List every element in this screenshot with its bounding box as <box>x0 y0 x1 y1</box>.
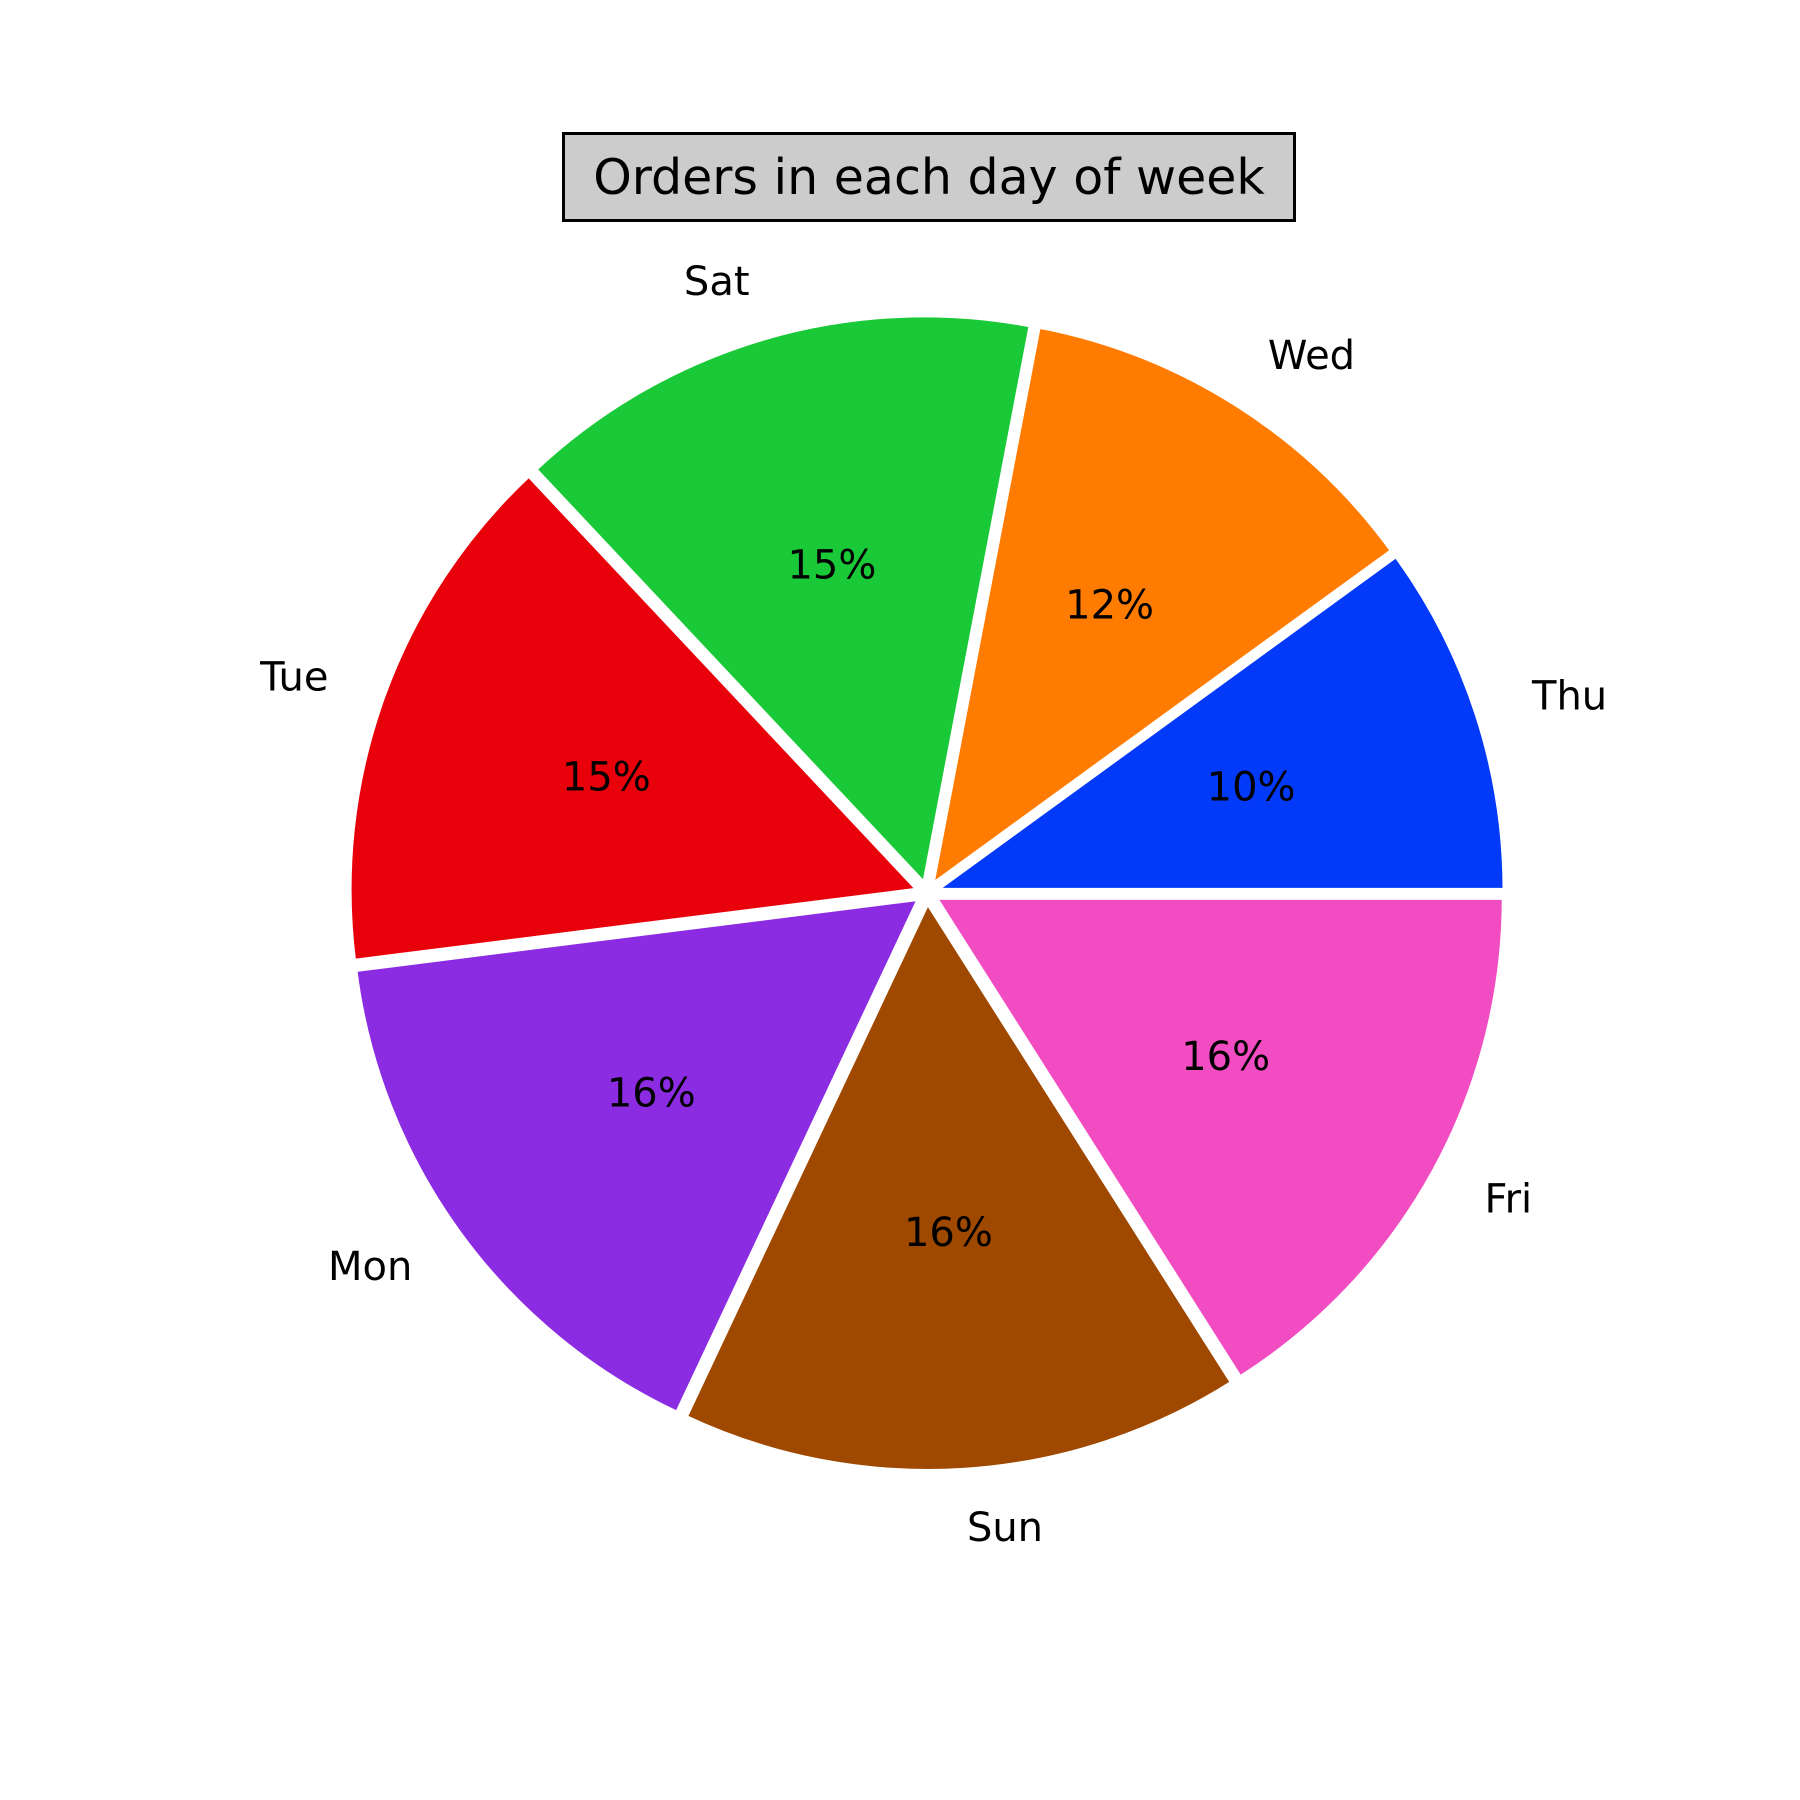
pie-percent-label-sat: 15% <box>787 543 876 589</box>
pie-slice-thu <box>930 553 1507 892</box>
pie-percent-label-mon: 16% <box>607 1070 696 1116</box>
pie-category-label-sun: Sun <box>967 1505 1043 1551</box>
pie-slice-sun <box>683 898 1235 1473</box>
pie-category-label-mon: Mon <box>328 1244 412 1290</box>
pie-slice-fri <box>932 895 1506 1381</box>
pie-slice-mon <box>353 896 923 1416</box>
pie-slices <box>347 313 1507 1473</box>
pie-category-label-wed: Wed <box>1268 333 1355 379</box>
pie-category-label-thu: Thu <box>1531 673 1607 719</box>
pie-category-label-fri: Fri <box>1484 1176 1532 1222</box>
pie-category-label-tue: Tue <box>259 655 328 701</box>
pie-percent-label-thu: 10% <box>1207 765 1296 811</box>
pie-category-label-sat: Sat <box>684 259 750 305</box>
pie-slice-sat <box>532 313 1033 888</box>
pie-percent-label-wed: 12% <box>1065 582 1154 628</box>
pie-percent-label-fri: 16% <box>1181 1034 1270 1080</box>
chart-title: Orders in each day of week <box>562 132 1296 222</box>
pie-percent-label-tue: 15% <box>562 755 651 801</box>
pie-percent-label-sun: 16% <box>904 1210 993 1256</box>
pie-slice-tue <box>347 472 922 964</box>
pie-slice-wed <box>929 324 1395 890</box>
pie-labels: 10% Thu 12% Wed 15% Sat 15% Tue 16% Mon 16% Sun 16% F… <box>259 259 1607 1551</box>
